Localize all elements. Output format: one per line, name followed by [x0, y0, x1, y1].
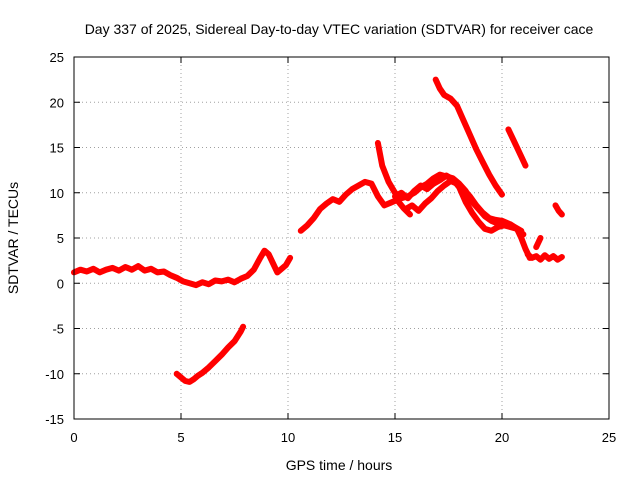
x-tick-label: 0 [70, 430, 77, 445]
x-axis-label: GPS time / hours [286, 457, 393, 473]
series-line-track-a [71, 247, 294, 289]
series-line-track-b [173, 323, 247, 385]
chart-title: Day 337 of 2025, Sidereal Day-to-day VTE… [85, 21, 594, 37]
y-axis: -15 -10 -5 0 5 10 15 20 25 [45, 50, 609, 427]
x-tick-label: 25 [602, 430, 616, 445]
series-line-track-k [552, 202, 565, 218]
y-tick-label: 10 [50, 186, 64, 201]
y-tick-label: -10 [45, 367, 64, 382]
series-line-track-c [297, 178, 413, 234]
series-line-track-g [432, 76, 505, 198]
series-line-track-d [374, 140, 533, 261]
y-tick-label: 20 [50, 95, 64, 110]
x-tick-label: 5 [177, 430, 184, 445]
y-axis-label: SDTVAR / TECUs [5, 182, 21, 294]
y-tick-label: 15 [50, 141, 64, 156]
y-tick-label: 5 [57, 231, 64, 246]
y-tick-label: 25 [50, 50, 64, 65]
grid [74, 57, 609, 419]
series-layer [71, 76, 565, 385]
series-line-track-i [524, 251, 565, 263]
y-tick-label: -15 [45, 412, 64, 427]
x-axis: 0 5 10 15 20 25 [70, 57, 616, 445]
x-tick-label: 20 [495, 430, 509, 445]
x-tick-label: 10 [281, 430, 295, 445]
series-line-track-h [505, 126, 529, 169]
y-tick-label: 0 [57, 276, 64, 291]
y-tick-label: -5 [52, 322, 64, 337]
series-line-track-f [402, 178, 525, 234]
x-tick-label: 15 [388, 430, 402, 445]
series-line-track-j [533, 235, 544, 251]
